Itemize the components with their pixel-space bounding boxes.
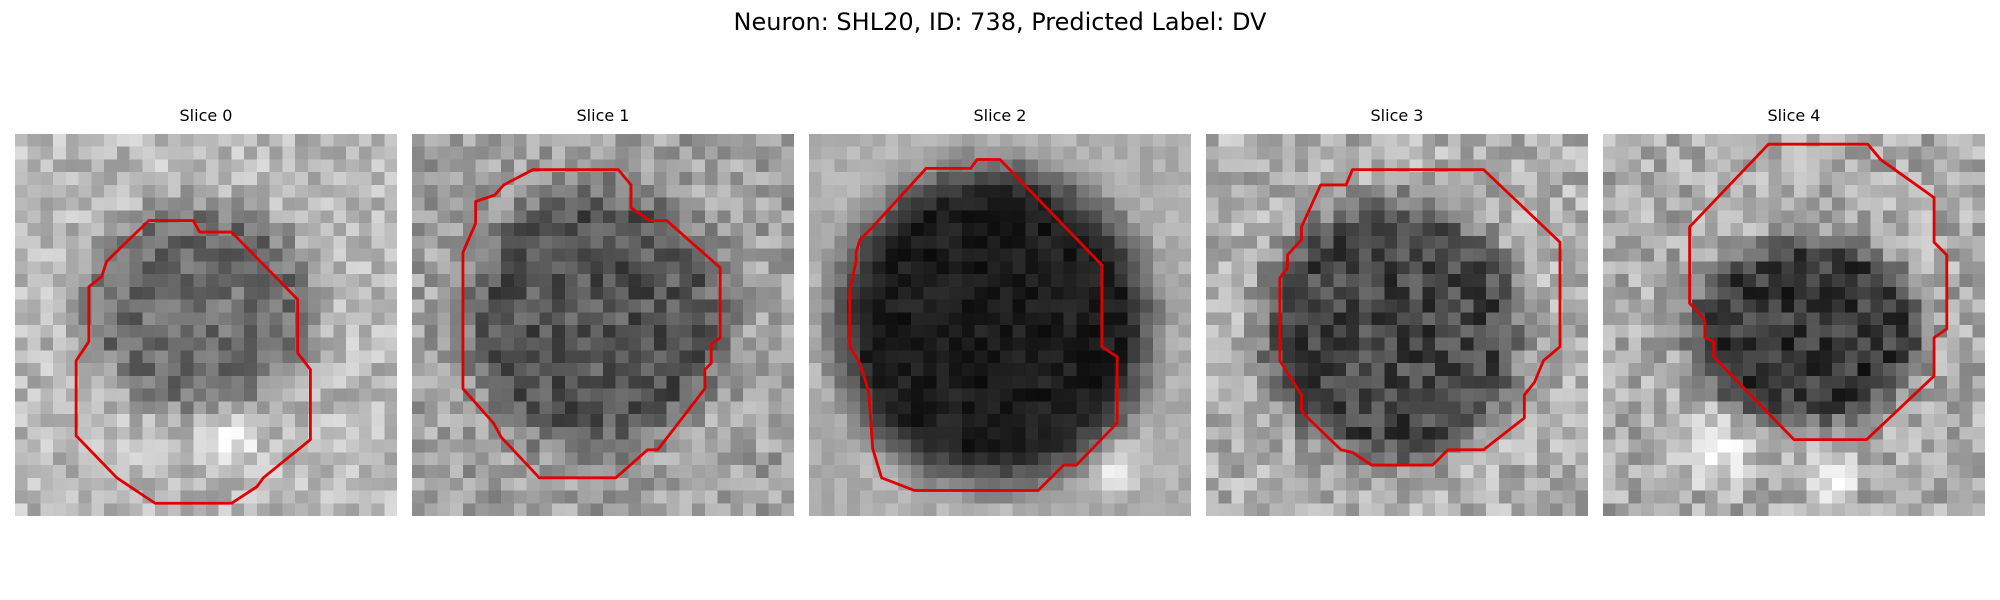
slice-panel-3: Slice 3	[1206, 106, 1588, 516]
slice-panel-4: Slice 4	[1603, 106, 1985, 516]
roi-outline-4	[1688, 142, 1949, 442]
roi-outline-2	[848, 158, 1119, 492]
roi-outline-0	[74, 219, 312, 505]
roi-outline-1	[461, 168, 722, 480]
slice-title-1: Slice 1	[576, 106, 630, 125]
slice-title-4: Slice 4	[1767, 106, 1821, 125]
slice-title-0: Slice 0	[179, 106, 233, 125]
slice-panel-0: Slice 0	[15, 106, 397, 516]
slice-panel-2: Slice 2	[809, 106, 1191, 516]
slice-image-3	[1206, 134, 1588, 516]
slice-image-1	[412, 134, 794, 516]
slice-image-0	[15, 134, 397, 516]
slice-title-2: Slice 2	[973, 106, 1027, 125]
figure-title: Neuron: SHL20, ID: 738, Predicted Label:…	[733, 8, 1267, 36]
slice-title-3: Slice 3	[1370, 106, 1424, 125]
slice-image-4	[1603, 134, 1985, 516]
roi-outline-3	[1278, 168, 1562, 467]
slice-image-2	[809, 134, 1191, 516]
slice-panel-1: Slice 1	[412, 106, 794, 516]
